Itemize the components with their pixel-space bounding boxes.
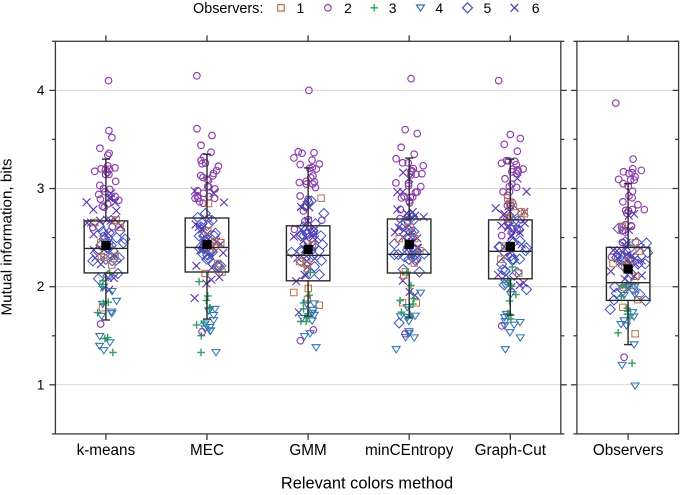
svg-text:MEC: MEC <box>190 442 224 459</box>
svg-text:minCEntropy: minCEntropy <box>365 442 454 459</box>
svg-text:Observers:: Observers: <box>193 1 263 17</box>
svg-text:6: 6 <box>532 0 540 16</box>
svg-text:2: 2 <box>344 0 352 16</box>
svg-text:4: 4 <box>37 83 45 98</box>
svg-text:1: 1 <box>37 377 45 392</box>
svg-text:k-means: k-means <box>77 442 136 459</box>
svg-text:GMM: GMM <box>289 442 326 459</box>
svg-text:Mutual information, bits: Mutual information, bits <box>0 158 16 315</box>
svg-text:2: 2 <box>37 279 45 294</box>
svg-text:Observers: Observers <box>593 442 664 459</box>
svg-text:4: 4 <box>435 0 443 16</box>
svg-text:5: 5 <box>484 0 492 16</box>
svg-text:1: 1 <box>297 0 305 16</box>
svg-text:3: 3 <box>389 0 397 16</box>
svg-text:Graph-Cut: Graph-Cut <box>475 442 547 459</box>
svg-text:3: 3 <box>37 181 45 196</box>
svg-text:Relevant colors method: Relevant colors method <box>281 475 453 493</box>
